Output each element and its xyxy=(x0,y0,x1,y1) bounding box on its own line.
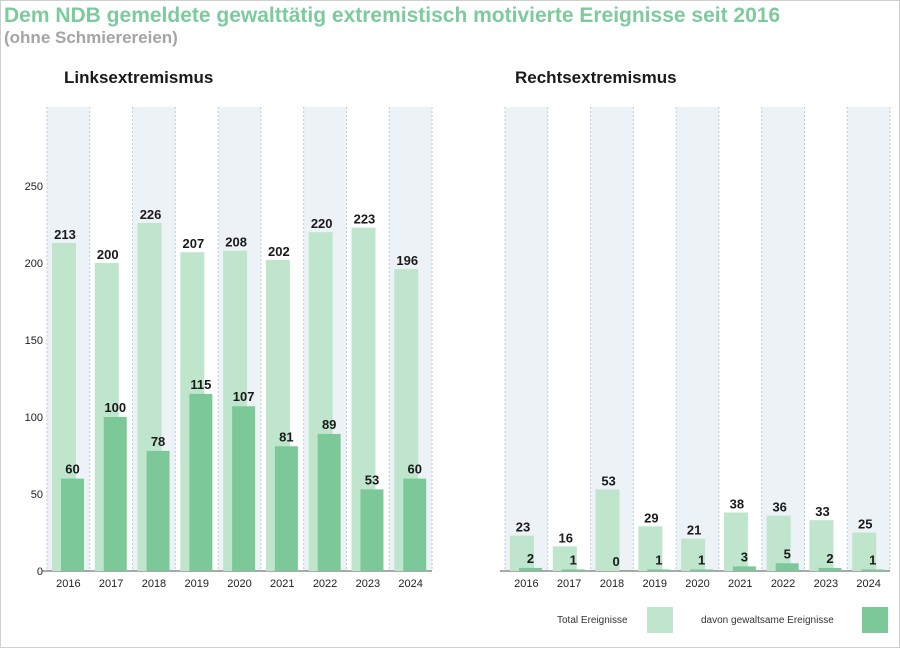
right-violent-label-2022: 5 xyxy=(784,546,791,561)
right-bar-violent-2024 xyxy=(861,569,885,571)
right-violent-label-2020: 1 xyxy=(698,552,705,567)
left-bar-violent-2019 xyxy=(189,393,213,571)
right-total-label-2017: 16 xyxy=(559,530,573,545)
right-total-label-2021: 38 xyxy=(730,496,744,511)
right-total-label-2018: 53 xyxy=(601,473,615,488)
right-bar-total-2016 xyxy=(510,535,534,571)
right-band-2024 xyxy=(847,107,891,571)
left-violent-label-2021: 81 xyxy=(279,429,293,444)
right-chart-title: Rechtsextremismus xyxy=(515,68,677,87)
left-y-tick-label: 50 xyxy=(31,489,43,501)
left-total-label-2021: 202 xyxy=(268,244,290,259)
left-violent-label-2016: 60 xyxy=(65,462,79,477)
right-violent-label-2021: 3 xyxy=(741,549,748,564)
right-violent-label-2024: 1 xyxy=(869,552,876,567)
left-violent-label-2017: 100 xyxy=(104,400,126,415)
right-bar-total-2023 xyxy=(809,520,834,571)
left-violent-label-2022: 89 xyxy=(322,417,336,432)
right-violent-label-2019: 1 xyxy=(655,552,662,567)
right-x-tick-label-2022: 2022 xyxy=(771,578,795,590)
right-bar-violent-2021 xyxy=(732,566,756,571)
left-chart-title: Linksextremismus xyxy=(64,68,214,87)
left-x-tick-label-2016: 2016 xyxy=(56,578,80,590)
left-violent-label-2019: 115 xyxy=(190,377,211,392)
right-bar-violent-2019 xyxy=(647,569,671,571)
right-total-label-2019: 29 xyxy=(644,510,658,525)
right-total-label-2020: 21 xyxy=(687,523,701,538)
left-total-label-2020: 208 xyxy=(225,235,247,250)
left-bar-violent-2022 xyxy=(317,433,341,571)
right-total-label-2023: 33 xyxy=(815,504,829,519)
left-total-label-2016: 213 xyxy=(54,227,76,242)
right-x-tick-label-2024: 2024 xyxy=(856,578,880,590)
left-x-tick-label-2024: 2024 xyxy=(398,578,422,590)
right-total-label-2016: 23 xyxy=(516,520,530,535)
left-x-tick-label-2018: 2018 xyxy=(142,578,166,590)
right-violent-label-2018: 0 xyxy=(612,554,619,569)
left-total-label-2022: 220 xyxy=(311,216,333,231)
right-bar-violent-2023 xyxy=(818,567,842,571)
left-bar-violent-2023 xyxy=(360,489,384,571)
left-violent-label-2018: 78 xyxy=(151,434,165,449)
left-x-tick-label-2023: 2023 xyxy=(356,578,380,590)
right-band-2022 xyxy=(761,107,805,571)
left-violent-label-2020: 107 xyxy=(233,389,255,404)
right-x-tick-label-2018: 2018 xyxy=(600,578,624,590)
left-y-tick-label: 100 xyxy=(25,412,43,424)
chart-title: Dem NDB gemeldete gewalttätig extremisti… xyxy=(4,4,781,27)
left-total-label-2024: 196 xyxy=(396,253,418,268)
right-bar-total-2020 xyxy=(681,538,706,571)
left-total-label-2018: 226 xyxy=(140,207,162,222)
right-bar-total-2024 xyxy=(852,532,877,571)
right-x-tick-label-2020: 2020 xyxy=(685,578,709,590)
right-band-2020 xyxy=(676,107,719,571)
right-bar-total-2022 xyxy=(766,515,791,571)
left-total-label-2019: 207 xyxy=(182,236,204,251)
left-total-label-2017: 200 xyxy=(97,247,119,262)
left-y-tick-label: 200 xyxy=(25,258,43,270)
left-bar-violent-2024 xyxy=(403,478,427,571)
left-x-tick-label-2022: 2022 xyxy=(313,578,337,590)
right-x-tick-label-2017: 2017 xyxy=(557,578,581,590)
left-bar-violent-2017 xyxy=(103,417,127,571)
left-total-label-2023: 223 xyxy=(354,212,376,227)
right-bar-total-2017 xyxy=(552,546,577,571)
left-violent-label-2023: 53 xyxy=(365,472,379,487)
left-violent-label-2024: 60 xyxy=(408,462,422,477)
left-bar-violent-2021 xyxy=(274,446,298,571)
chart-subtitle: (ohne Schmierereien) xyxy=(4,28,178,47)
right-total-label-2024: 25 xyxy=(858,517,872,532)
right-bar-total-2018 xyxy=(595,489,620,571)
left-y-tick-label: 0 xyxy=(37,566,43,578)
right-bar-violent-2017 xyxy=(561,569,585,571)
left-x-tick-label-2020: 2020 xyxy=(227,578,251,590)
right-x-tick-label-2023: 2023 xyxy=(814,578,838,590)
right-bar-violent-2022 xyxy=(775,563,799,571)
left-bar-violent-2020 xyxy=(232,406,256,571)
right-bar-total-2021 xyxy=(723,512,748,571)
right-total-label-2022: 36 xyxy=(772,500,786,515)
right-bar-total-2019 xyxy=(638,526,663,571)
right-x-tick-label-2016: 2016 xyxy=(514,578,538,590)
right-bar-violent-2020 xyxy=(690,569,714,571)
right-band-2016 xyxy=(505,107,548,571)
left-x-tick-label-2019: 2019 xyxy=(184,578,208,590)
left-y-tick-label: 250 xyxy=(25,181,43,193)
right-bar-violent-2016 xyxy=(519,567,542,571)
left-x-tick-label-2021: 2021 xyxy=(270,578,294,590)
right-violent-label-2023: 2 xyxy=(826,551,833,566)
left-bar-violent-2016 xyxy=(61,478,84,571)
left-x-tick-label-2017: 2017 xyxy=(99,578,123,590)
right-x-tick-label-2021: 2021 xyxy=(728,578,752,590)
right-x-tick-label-2019: 2019 xyxy=(642,578,666,590)
right-violent-label-2016: 2 xyxy=(527,551,534,566)
right-violent-label-2017: 1 xyxy=(570,552,577,567)
left-y-tick-label: 150 xyxy=(25,335,43,347)
left-bar-violent-2018 xyxy=(146,450,170,571)
